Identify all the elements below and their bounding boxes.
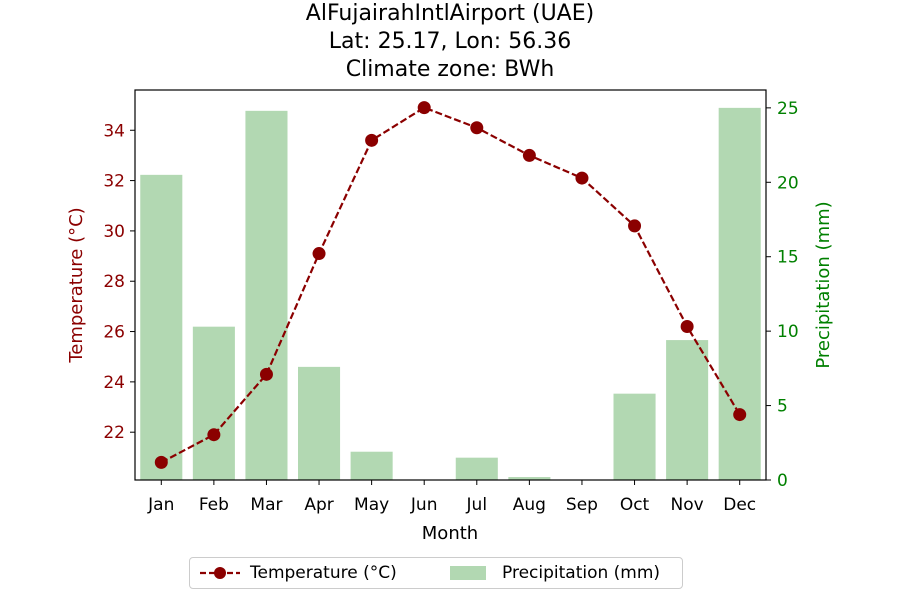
x-tick-label-nov: Nov: [671, 495, 704, 515]
temperature-point-sep: [575, 171, 589, 185]
x-tick-label-may: May: [354, 495, 389, 515]
y-left-tick-label-28: 28: [103, 272, 125, 292]
x-tick-label-oct: Oct: [620, 495, 650, 515]
y-left-tick-label-30: 30: [103, 222, 125, 242]
temperature-point-dec: [733, 408, 747, 422]
chart-title-line-3: Climate zone: BWh: [345, 57, 555, 82]
y-right-tick-label-25: 25: [777, 99, 799, 119]
y-axis-label-right: Precipitation (mm): [813, 201, 834, 368]
x-tick-label-aug: Aug: [513, 495, 546, 515]
y-right-tick-label-15: 15: [777, 248, 799, 268]
y-right-tick-label-5: 5: [777, 397, 788, 417]
precipitation-bar-aug: [508, 477, 551, 480]
precipitation-bar-jan: [140, 174, 183, 480]
x-axis-label: Month: [422, 523, 478, 544]
temperature-point-oct: [628, 219, 642, 233]
precipitation-bar-nov: [666, 340, 709, 480]
legend-line-marker-icon: [200, 567, 240, 579]
precipitation-bar-jul: [455, 457, 498, 480]
y-left-tick-label-26: 26: [103, 323, 125, 343]
x-tick-label-jul: Jul: [466, 495, 488, 515]
y-left-tick-label-32: 32: [103, 172, 125, 192]
legend-label-precipitation: Precipitation (mm): [502, 563, 661, 583]
y-axis-label-left: Temperature (°C): [66, 207, 87, 363]
precipitation-bar-dec: [718, 107, 761, 480]
x-tick-label-feb: Feb: [199, 495, 229, 515]
legend-label-temperature: Temperature (°C): [250, 563, 397, 583]
temperature-point-jan: [154, 455, 168, 469]
legend-bar-swatch-icon: [450, 566, 486, 580]
temperature-line: [154, 101, 747, 469]
plot-frame: [134, 89, 767, 481]
y-left-tick-label-22: 22: [103, 423, 125, 443]
chart-legend: Temperature (°C) Precipitation (mm): [189, 557, 683, 589]
y-left-tick-label-24: 24: [103, 373, 125, 393]
temperature-point-feb: [207, 428, 221, 442]
precipitation-bar-may: [350, 451, 393, 480]
precipitation-bar-apr: [298, 366, 341, 480]
y-right-tick-label-10: 10: [777, 322, 799, 342]
temperature-point-aug: [522, 148, 536, 162]
x-tick-label-apr: Apr: [304, 495, 333, 515]
x-tick-label-sep: Sep: [566, 495, 598, 515]
temperature-point-nov: [680, 320, 694, 334]
temperature-series-line: [160, 106, 741, 464]
temperature-point-jul: [470, 121, 484, 135]
precipitation-bar-oct: [613, 393, 656, 480]
x-tick-label-jan: Jan: [147, 495, 174, 515]
temperature-point-may: [365, 133, 379, 147]
temperature-point-jun: [417, 101, 431, 115]
y-right-tick-label-20: 20: [777, 173, 799, 193]
precipitation-bar-feb: [192, 326, 235, 480]
temperature-point-mar: [259, 367, 273, 381]
precipitation-bars: [140, 107, 761, 480]
x-tick-label-mar: Mar: [250, 495, 282, 515]
x-tick-label-jun: Jun: [410, 495, 438, 515]
legend-entry-temperature: Temperature (°C): [198, 563, 397, 583]
chart-axes: Jan Feb Mar Apr May Jun Jul Aug Sep Oct Nov Dec 22 24…: [103, 89, 799, 515]
chart-title-line-1: AlFujairahIntlAirport (UAE): [305, 1, 595, 26]
precipitation-bar-mar: [245, 110, 288, 480]
y-right-tick-label-0: 0: [777, 471, 788, 491]
x-tick-label-dec: Dec: [723, 495, 756, 515]
chart-title-line-2: Lat: 25.17, Lon: 56.36: [328, 29, 572, 54]
temperature-point-apr: [312, 247, 326, 261]
legend-entry-precipitation: Precipitation (mm): [448, 563, 660, 583]
y-left-tick-label-34: 34: [103, 121, 125, 141]
